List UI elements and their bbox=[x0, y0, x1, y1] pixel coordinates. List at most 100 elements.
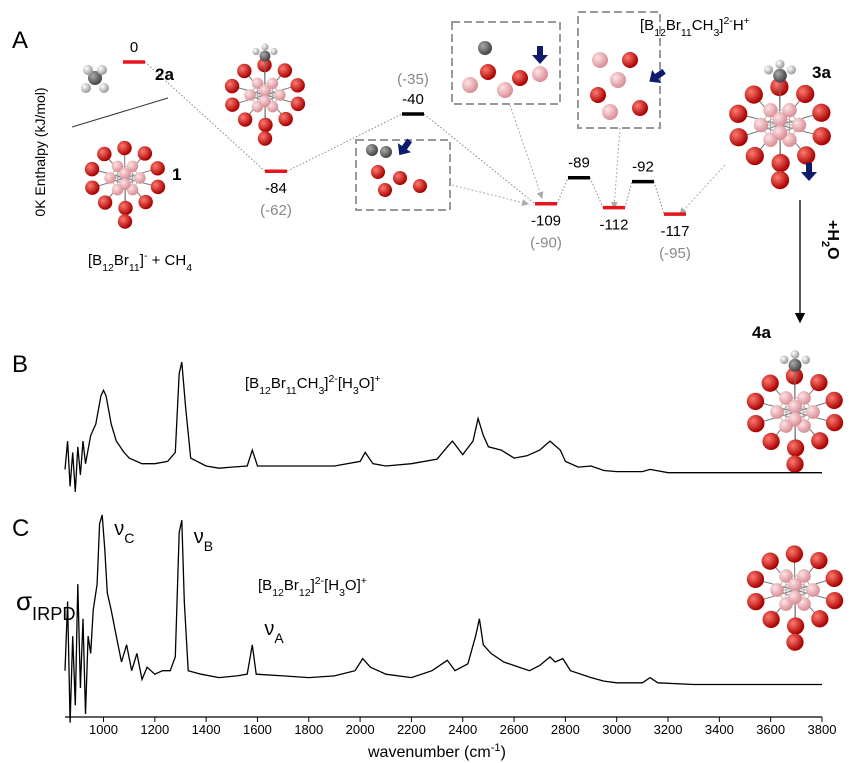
br-atom bbox=[151, 180, 165, 194]
text-segment: Br bbox=[284, 577, 299, 594]
text-segment: A bbox=[274, 630, 284, 646]
h-atom bbox=[99, 83, 109, 93]
h-atom bbox=[775, 60, 784, 69]
text-segment: σ bbox=[16, 586, 32, 616]
h-atom bbox=[787, 65, 796, 74]
peak-label: νC bbox=[114, 518, 134, 546]
b-atom bbox=[770, 405, 784, 419]
br-atom bbox=[393, 171, 407, 185]
x-tick-label: 1000 bbox=[89, 722, 118, 737]
b-atom bbox=[244, 89, 255, 100]
x-tick-label: 3800 bbox=[808, 722, 837, 737]
br-atom bbox=[762, 553, 779, 570]
br-atom bbox=[729, 105, 747, 123]
br-atom bbox=[371, 165, 385, 179]
peak-label: νA bbox=[264, 618, 284, 646]
species-label: 3a bbox=[812, 63, 831, 82]
panel-label: A bbox=[12, 27, 28, 54]
br-atom bbox=[98, 195, 112, 209]
br-atom bbox=[278, 63, 292, 77]
br-atom bbox=[258, 118, 272, 132]
br-atom bbox=[747, 393, 764, 410]
br-atom bbox=[632, 100, 648, 116]
text-segment: B bbox=[204, 538, 213, 554]
text-segment: [B bbox=[245, 375, 259, 392]
x-tick-label: 1800 bbox=[294, 722, 323, 737]
b-atom bbox=[497, 82, 513, 98]
text-segment: O] bbox=[345, 577, 361, 594]
text-segment: [H bbox=[338, 375, 353, 392]
x-axis-label: wavenumber (cm-1) bbox=[367, 742, 506, 761]
br-atom bbox=[730, 128, 748, 146]
plots: [B12Br11CH3]2-[H3O]+[B12Br12]2-[H3O]+100… bbox=[16, 362, 836, 761]
y-axis-label: σIRPD bbox=[16, 586, 76, 624]
br-atom bbox=[746, 147, 764, 165]
h-atom bbox=[97, 65, 107, 75]
panel-label: B bbox=[12, 351, 28, 378]
x-tick-label: 3400 bbox=[705, 722, 734, 737]
br-atom bbox=[810, 374, 827, 391]
b-atom bbox=[134, 172, 145, 183]
level-label: -89 bbox=[568, 155, 590, 172]
b-atom bbox=[259, 85, 270, 96]
figure: A B C 0K Enthalpy (kJ/mol) 2a 1 3a 4a [B… bbox=[0, 0, 854, 763]
br-atom bbox=[480, 64, 496, 80]
text-segment: O bbox=[824, 247, 841, 259]
br-atom bbox=[85, 162, 99, 176]
b-atom bbox=[610, 72, 626, 88]
br-atom bbox=[290, 78, 304, 92]
level-label: -92 bbox=[632, 159, 654, 176]
br-atom bbox=[747, 593, 764, 610]
connector bbox=[424, 114, 535, 204]
h-atom bbox=[380, 146, 392, 158]
formula: [B12Br11]- + CH4 bbox=[88, 250, 192, 274]
text-segment: C bbox=[124, 530, 134, 546]
connector bbox=[287, 114, 402, 171]
pointer bbox=[510, 105, 542, 198]
text-segment: CH bbox=[692, 17, 714, 34]
br-atom bbox=[378, 183, 392, 197]
formula: [B12Br11CH3]2-H+ bbox=[640, 15, 750, 39]
x-tick-label: 1200 bbox=[140, 722, 169, 737]
text-segment: + bbox=[744, 15, 750, 27]
text-segment: [B bbox=[88, 252, 102, 269]
h-atom bbox=[764, 65, 773, 74]
br-atom bbox=[118, 214, 132, 228]
text-segment: -1 bbox=[491, 742, 501, 754]
c-atom bbox=[789, 359, 802, 372]
br-atom bbox=[813, 127, 831, 145]
x-tick-label: 2000 bbox=[346, 722, 375, 737]
h-atom bbox=[801, 355, 810, 364]
br-atom bbox=[826, 414, 843, 431]
br-atom bbox=[150, 161, 164, 175]
peak-label: νB bbox=[194, 526, 213, 554]
br-atom bbox=[590, 87, 606, 103]
molecule bbox=[225, 43, 305, 145]
level-alt-label: (-35) bbox=[397, 71, 429, 88]
h-atom bbox=[780, 355, 789, 364]
h-atom bbox=[791, 350, 800, 359]
blue-arrow bbox=[801, 163, 817, 181]
text-segment: 12 bbox=[259, 385, 271, 397]
text-segment: 4 bbox=[186, 262, 192, 274]
b-atom bbox=[788, 412, 802, 426]
br-atom bbox=[747, 571, 764, 588]
br-atom bbox=[812, 104, 830, 122]
connector bbox=[654, 182, 664, 215]
text-segment: 11 bbox=[286, 385, 297, 397]
b-atom bbox=[532, 66, 548, 82]
level-alt-label: (-95) bbox=[659, 245, 691, 262]
br-atom bbox=[786, 456, 803, 473]
text-segment: + bbox=[361, 575, 367, 587]
text-segment: 12 bbox=[102, 262, 114, 274]
br-atom bbox=[258, 131, 272, 145]
b-atom bbox=[754, 118, 768, 132]
text-segment: Br bbox=[271, 375, 286, 392]
br-atom bbox=[238, 112, 252, 126]
br-atom bbox=[786, 634, 803, 651]
text-segment: 11 bbox=[681, 27, 692, 39]
molecule bbox=[747, 350, 843, 473]
b-atom bbox=[792, 118, 806, 132]
br-atom bbox=[622, 52, 638, 68]
x-tick-label: 1400 bbox=[192, 722, 221, 737]
